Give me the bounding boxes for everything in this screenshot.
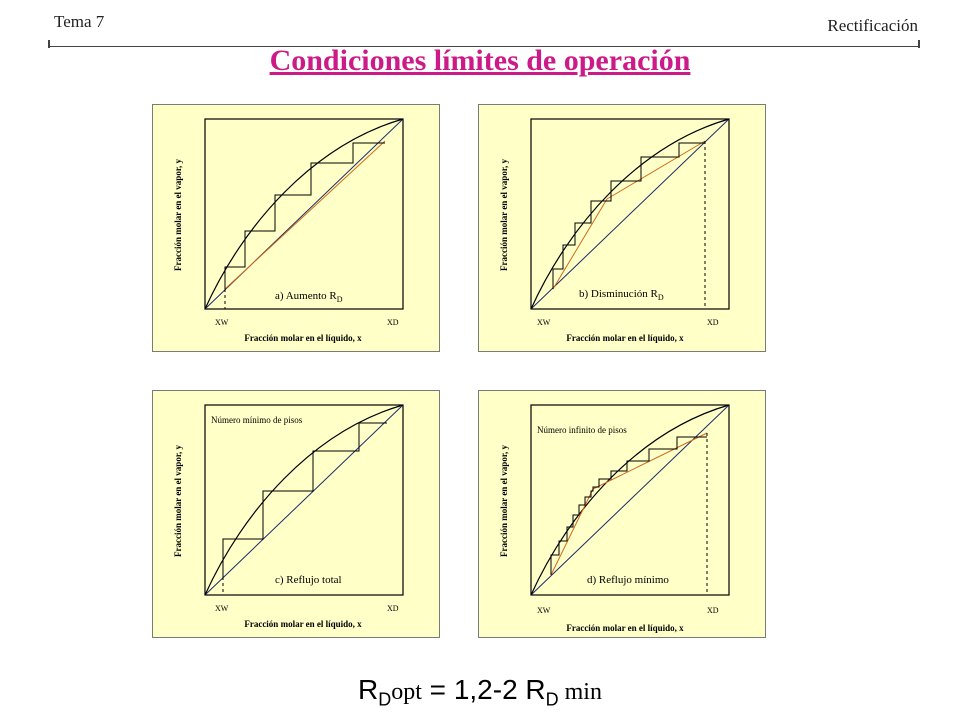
- y-axis-label: Fracción molar en el vapor, y: [173, 159, 183, 271]
- y-axis-label: Fracción molar en el vapor, y: [499, 159, 509, 271]
- xd-label: XD: [707, 606, 719, 615]
- y-axis-label: Fracción molar en el vapor, y: [173, 445, 183, 557]
- stage-steps: [550, 436, 707, 575]
- x-axis-label: Fracción molar en el líquido, x: [566, 333, 684, 343]
- header-tick-left: [48, 40, 50, 48]
- equilibrium-curve: [204, 118, 404, 310]
- xd-label: XD: [707, 318, 719, 327]
- header-divider: [48, 46, 920, 47]
- page-title: Condiciones límites de operación: [269, 44, 691, 77]
- x-axis-label: Fracción molar en el líquido, x: [244, 333, 362, 343]
- stage-steps: [222, 422, 387, 577]
- panel-caption: a) Aumento RD: [275, 290, 343, 304]
- panel-c: Número mínimo de pisos Fracción molar en…: [152, 390, 440, 638]
- panel-b: Fracción molar en el vapor, y Fracción m…: [478, 104, 766, 352]
- operating-line-stripping: [552, 198, 608, 290]
- panel-d-graph: Número infinito de pisos Fracción molar …: [499, 404, 730, 633]
- plot-frame: [204, 118, 404, 310]
- panel-a: Fracción molar en el vapor, y Fracción m…: [152, 104, 440, 352]
- section-label: Rectificación: [827, 16, 918, 35]
- operating-line-stripping: [550, 488, 594, 576]
- xw-label: XW: [537, 318, 551, 327]
- operating-line-rectifying: [592, 432, 708, 490]
- panel-b-graph: Fracción molar en el vapor, y Fracción m…: [499, 118, 730, 343]
- panel-caption: d) Reflujo mínimo: [587, 574, 669, 586]
- header-tick-right: [918, 40, 920, 48]
- xd-label: XD: [387, 604, 399, 613]
- panel-top-label: Número infinito de pisos: [537, 425, 627, 435]
- plot-frame: [204, 404, 404, 596]
- xw-label: XW: [215, 604, 229, 613]
- diagonal-line: [530, 118, 730, 310]
- plot-frame: [530, 118, 730, 310]
- stage-steps: [552, 142, 705, 289]
- panel-c-graph: Número mínimo de pisos Fracción molar en…: [173, 404, 404, 629]
- diagonal-line: [204, 404, 404, 596]
- plot-frame: [530, 404, 730, 596]
- xw-label: XW: [215, 318, 229, 327]
- x-axis-label: Fracción molar en el líquido, x: [244, 619, 362, 629]
- xd-label: XD: [387, 318, 399, 327]
- operating-line: [224, 140, 386, 290]
- stage-steps: [224, 142, 385, 289]
- y-axis-label: Fracción molar en el vapor, y: [499, 445, 509, 557]
- topic-label: Tema 7: [54, 12, 105, 31]
- operating-line-rectifying: [606, 140, 706, 200]
- panel-a-graph: Fracción molar en el vapor, y Fracción m…: [173, 118, 404, 343]
- equilibrium-curve: [204, 404, 404, 596]
- optimal-reflux-formula: RDopt = 1,2-2 RD min: [358, 674, 602, 710]
- panel-caption: c) Reflujo total: [275, 574, 342, 586]
- panel-caption: b) Disminución RD: [579, 288, 664, 302]
- xw-label: XW: [537, 606, 551, 615]
- panel-top-label: Número mínimo de pisos: [211, 415, 303, 425]
- panel-d: Número infinito de pisos Fracción molar …: [478, 390, 766, 638]
- x-axis-label: Fracción molar en el líquido, x: [566, 623, 684, 633]
